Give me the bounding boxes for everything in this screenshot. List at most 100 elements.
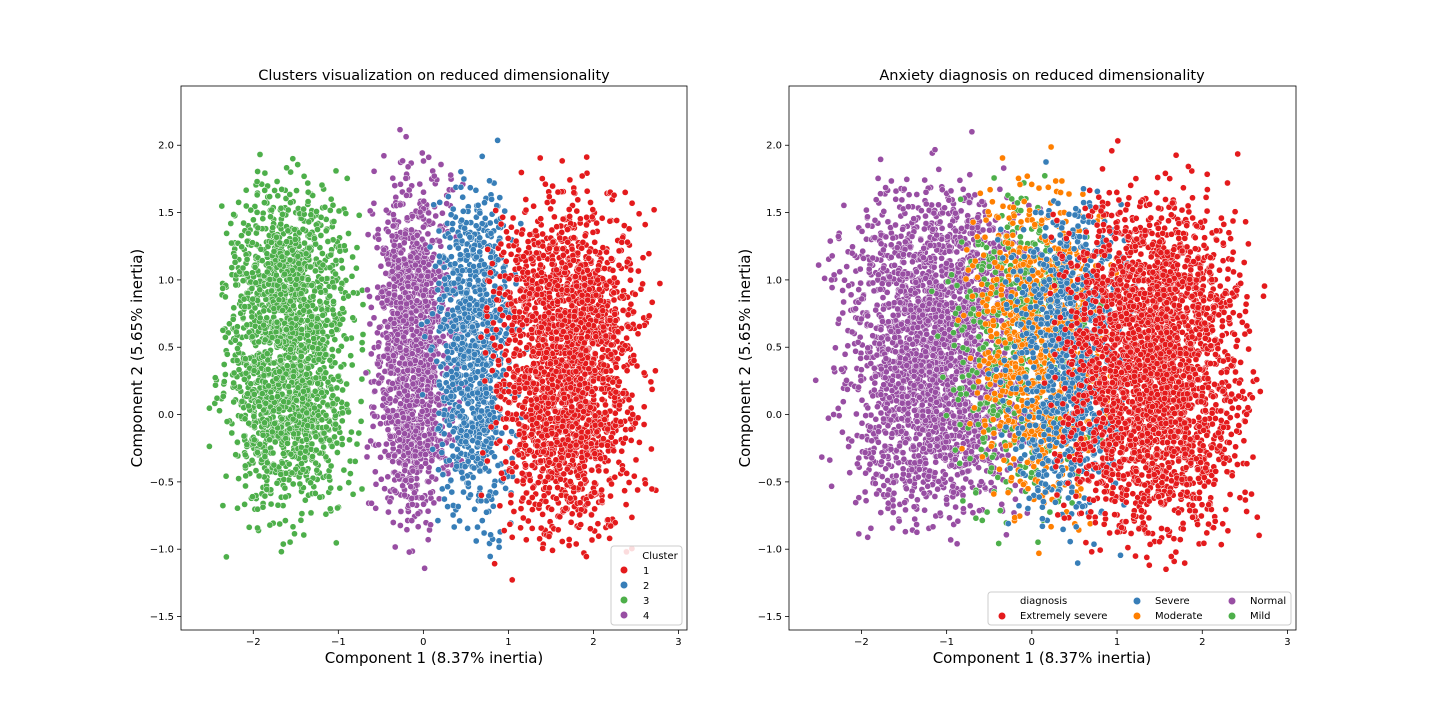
scatter-point: [469, 453, 476, 461]
scatter-point: [394, 310, 401, 317]
scatter-point: [645, 250, 653, 258]
scatter-point: [425, 217, 433, 225]
scatter-point: [377, 453, 384, 461]
scatter-point: [459, 267, 466, 274]
scatter-point: [330, 283, 338, 291]
scatter-point: [299, 466, 307, 473]
scatter-point: [227, 220, 235, 227]
scatter-point: [235, 199, 242, 206]
scatter-point: [319, 336, 327, 344]
scatter-point: [413, 231, 421, 239]
scatter-point: [399, 375, 407, 382]
scatter-point: [267, 500, 275, 508]
scatter-point: [458, 216, 466, 224]
scatter-point: [385, 260, 392, 268]
scatter-point: [506, 438, 514, 446]
scatter-point: [404, 163, 412, 171]
scatter-point: [277, 429, 285, 437]
scatter-point: [425, 209, 432, 217]
scatter-point: [267, 213, 274, 221]
scatter-point: [353, 244, 361, 251]
scatter-point: [267, 388, 275, 396]
scatter-point: [322, 351, 330, 358]
scatter-point: [461, 224, 468, 232]
scatter-point: [457, 346, 465, 354]
scatter-point: [636, 439, 643, 446]
scatter-point: [256, 402, 263, 410]
scatter-point: [456, 284, 464, 292]
scatter-point: [476, 484, 484, 492]
scatter-points: [206, 126, 664, 584]
scatter-point: [420, 500, 427, 508]
scatter-point: [448, 253, 455, 261]
scatter-point: [434, 517, 442, 524]
scatter-point: [335, 207, 343, 215]
scatter-point: [464, 251, 472, 259]
scatter-point: [284, 206, 292, 214]
scatter-point: [332, 420, 339, 428]
scatter-point: [254, 168, 261, 175]
scatter-point: [370, 167, 378, 175]
scatter-point: [640, 421, 648, 428]
scatter-point: [222, 371, 229, 378]
scatter-point: [397, 249, 405, 257]
scatter-point: [414, 523, 422, 531]
scatter-point: [293, 275, 301, 283]
scatter-point: [374, 294, 382, 302]
scatter-point: [311, 235, 318, 242]
scatter-point: [402, 346, 410, 354]
scatter-point: [528, 525, 536, 532]
scatter-point: [206, 404, 213, 412]
scatter-point: [256, 286, 264, 294]
scatter-point: [279, 459, 286, 467]
scatter-point: [280, 450, 287, 458]
scatter-point: [627, 300, 635, 308]
scatter-point: [331, 336, 339, 343]
scatter-point: [448, 226, 456, 234]
scatter-point: [308, 281, 316, 289]
scatter-point: [374, 343, 382, 351]
scatter-point: [213, 394, 221, 402]
scatter-point: [339, 315, 347, 323]
scatter-point: [472, 537, 480, 545]
scatter-point: [302, 250, 310, 258]
scatter-point: [254, 524, 261, 532]
scatter-point: [222, 293, 229, 301]
scatter-point: [466, 267, 474, 274]
scatter-point: [243, 256, 251, 263]
scatter-point: [319, 250, 326, 257]
scatter-point: [304, 355, 312, 363]
scatter-point: [314, 315, 321, 322]
scatter-point: [300, 172, 308, 180]
scatter-point: [263, 314, 271, 322]
scatter-point: [435, 227, 443, 235]
scatter-point: [414, 346, 422, 354]
scatter-point: [305, 218, 313, 226]
scatter-point: [447, 211, 455, 219]
scatter-point: [394, 264, 402, 272]
scatter-point: [375, 235, 383, 243]
scatter-point: [481, 199, 488, 207]
scatter-point: [312, 433, 320, 441]
scatter-point: [385, 290, 393, 297]
scatter-point: [460, 175, 468, 183]
scatter-point: [271, 187, 278, 194]
scatter-point: [471, 350, 479, 358]
scatter-point: [471, 342, 479, 350]
scatter-point: [425, 153, 433, 161]
scatter-point: [466, 184, 474, 192]
scatter-point: [455, 275, 462, 283]
scatter-point: [220, 361, 228, 368]
scatter-point: [477, 497, 485, 505]
scatter-point: [219, 392, 227, 400]
scatter-point: [444, 311, 451, 318]
scatter-point: [312, 374, 320, 382]
scatter-point: [444, 193, 452, 200]
scatter-point: [449, 287, 457, 295]
scatter-point: [259, 503, 267, 511]
scatter-point: [244, 390, 251, 398]
scatter-point: [474, 277, 482, 284]
scatter-point: [386, 498, 394, 506]
scatter-point: [484, 319, 492, 327]
scatter-point: [283, 326, 290, 334]
